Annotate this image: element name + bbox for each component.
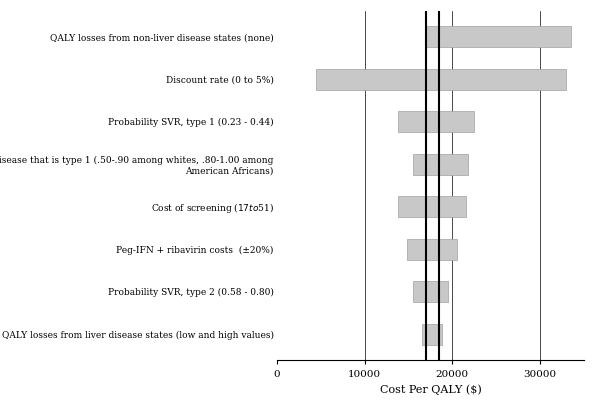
Bar (398, 112, 474, 133)
Text: Probability SVR, type 1 (0.23 - 0.44): Probability SVR, type 1 (0.23 - 0.44) (108, 118, 274, 127)
Text: Probability SVR, type 2 (0.58 - 0.80): Probability SVR, type 2 (0.58 - 0.80) (108, 288, 274, 297)
Bar (421, 324, 442, 345)
Bar (317, 70, 566, 91)
Text: QALY losses from liver disease states (low and high values): QALY losses from liver disease states (l… (2, 330, 274, 339)
Bar (413, 281, 448, 303)
Text: Discount rate (0 to 5%): Discount rate (0 to 5%) (166, 76, 274, 85)
Bar (407, 239, 457, 260)
Bar (398, 197, 465, 218)
Text: Cost of screening ($17 to $51): Cost of screening ($17 to $51) (151, 200, 274, 214)
Text: QALY losses from non-liver disease states (none): QALY losses from non-liver disease state… (50, 33, 274, 42)
X-axis label: Cost Per QALY ($): Cost Per QALY ($) (379, 384, 482, 394)
Bar (413, 154, 468, 175)
Bar (426, 27, 571, 48)
Text: Peg-IFN + ribavirin costs  (±20%): Peg-IFN + ribavirin costs (±20%) (116, 245, 274, 254)
Text: Proportion of disease that is type 1 (.50-.90 among whites, .80-1.00 among
Ameri: Proportion of disease that is type 1 (.5… (0, 155, 274, 175)
